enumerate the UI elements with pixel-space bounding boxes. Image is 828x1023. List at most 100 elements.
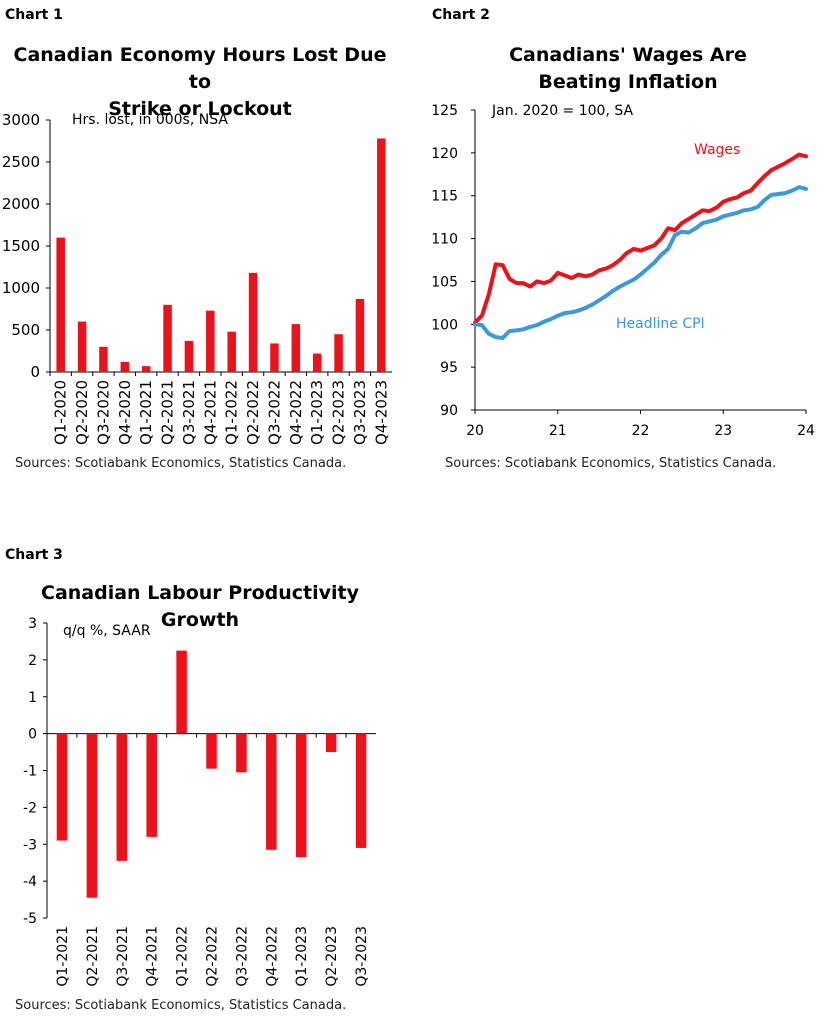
chart1-source: Sources: Scotiabank Economics, Statistic…: [15, 456, 347, 471]
chart3-y-tick-label: -2: [23, 800, 37, 816]
chart1-label: Chart 1: [5, 7, 63, 23]
chart3-x-tick-label: Q2-2021: [85, 926, 101, 987]
chart3-x-tick-label: Q3-2023: [354, 926, 370, 987]
chart3-y-tick-label: 1: [28, 690, 37, 706]
chart1-x-tick-label: Q2-2020: [73, 380, 91, 445]
chart2-y-tick-label: 90: [440, 403, 458, 419]
chart1-bar: [270, 343, 279, 372]
chart3-x-tick-label: Q2-2023: [324, 926, 340, 987]
chart1-bar: [248, 272, 258, 372]
chart2-line-wages: [473, 152, 808, 325]
chart2-line-cpi: [473, 185, 808, 340]
chart2-title-line2: Beating Inflation: [538, 71, 718, 93]
chart1-bar: [184, 340, 194, 372]
chart1-bar: [377, 138, 386, 372]
chart2-y-tick-label: 125: [431, 103, 458, 119]
chart1-bar: [77, 321, 87, 372]
chart3-x-tick-label: Q4-2021: [145, 926, 161, 987]
chart1-bar: [56, 237, 65, 372]
chart3-bar: [116, 733, 128, 861]
chart3-y-tick-label: 2: [28, 653, 37, 669]
chart1-x-tick-label: Q4-2023: [372, 380, 390, 445]
chart2-annotation: Jan. 2020 = 100, SA: [491, 103, 634, 119]
chart1-x-tick-label: Q2-2022: [244, 380, 262, 445]
chart3-bar: [266, 733, 277, 850]
chart2-y-tick-label: 95: [440, 360, 458, 376]
chart1-x-tick-label: Q4-2020: [116, 380, 134, 445]
chart1-x-tick-label: Q1-2022: [223, 380, 241, 445]
chart3-bar: [295, 733, 307, 858]
chart1-x-tick-label: Q2-2023: [330, 380, 348, 445]
chart1-annotation: Hrs. lost, in 000s, NSA: [72, 112, 228, 128]
chart1-y-tick-label: 500: [11, 321, 40, 339]
chart1-x-tick-label: Q3-2020: [94, 380, 112, 445]
chart2-series-label-cpi: Headline CPI: [616, 316, 705, 332]
chart3-y-tick-label: -3: [23, 837, 37, 853]
chart3-y-tick-label: -1: [23, 764, 37, 780]
chart3-bar: [56, 733, 68, 841]
chart1-x-tick-label: Q4-2021: [201, 380, 219, 445]
chart1-bar: [141, 366, 151, 372]
chart3-title-line1: Canadian Labour Productivity Growth: [41, 582, 359, 631]
chart2-x-tick-label: 21: [549, 423, 567, 439]
chart1-y-tick-label: 1000: [2, 279, 40, 297]
chart3-y-tick-label: 3: [28, 616, 37, 632]
chart1-bar: [99, 346, 108, 372]
chart2-label: Chart 2: [432, 7, 490, 23]
chart1-x-tick-label: Q1-2023: [308, 380, 326, 445]
chart2-title: Canadians' Wages Are Beating Inflation: [428, 42, 828, 96]
chart1-bar: [355, 298, 365, 372]
chart2-y-tick-label: 115: [431, 189, 458, 205]
chart1-title-line2: Strike or Lockout: [108, 98, 292, 120]
chart1-y-tick-label: 2000: [2, 195, 40, 213]
chart3-source: Sources: Scotiabank Economics, Statistic…: [15, 998, 347, 1013]
chart3-y-tick-label: 0: [28, 727, 37, 743]
chart2-x-tick-label: 24: [797, 423, 815, 439]
chart3-x-tick-label: Q2-2022: [205, 926, 221, 987]
chart2-series-label-wages: Wages: [694, 142, 740, 158]
chart3-bar: [146, 733, 157, 837]
chart2-x-tick-label: 22: [632, 423, 650, 439]
chart2-y-tick-label: 105: [431, 274, 458, 290]
chart3-label: Chart 3: [5, 547, 63, 563]
chart1-x-tick-label: Q2-2021: [159, 380, 177, 445]
chart1-bar: [334, 334, 343, 372]
chart1-x-tick-label: Q1-2020: [52, 380, 70, 445]
chart1-x-tick-label: Q3-2023: [351, 380, 369, 445]
chart3-bar: [236, 733, 247, 773]
chart3-y-tick-label: -5: [23, 911, 37, 927]
chart3-bar: [176, 650, 187, 734]
chart1-title-line1: Canadian Economy Hours Lost Due to: [13, 44, 387, 93]
chart2-x-tick-label: 23: [714, 423, 732, 439]
chart1-y-tick-label: 2500: [2, 153, 40, 171]
chart3-x-tick-label: Q1-2023: [294, 926, 310, 987]
chart1-bar: [227, 331, 236, 372]
chart3-annotation: q/q %, SAAR: [63, 623, 151, 639]
chart3-bar: [325, 733, 337, 753]
chart3-bar: [86, 733, 98, 898]
chart2-x-tick-label: 20: [466, 423, 484, 439]
chart3-x-tick-label: Q3-2021: [115, 926, 131, 987]
chart3-title: Canadian Labour Productivity Growth: [0, 580, 400, 634]
chart1-bar: [206, 310, 215, 372]
chart1-x-tick-label: Q3-2021: [180, 380, 198, 445]
chart3-x-tick-label: Q3-2022: [234, 926, 250, 987]
chart3-bar: [206, 733, 217, 769]
chart3-x-tick-label: Q1-2021: [55, 926, 71, 987]
chart1-y-tick-label: 0: [30, 363, 40, 381]
chart2-source: Sources: Scotiabank Economics, Statistic…: [445, 456, 777, 471]
chart1-bar: [312, 353, 322, 372]
chart2-y-tick-label: 120: [431, 146, 458, 162]
chart1-y-tick-label: 1500: [2, 237, 40, 255]
chart3-y-tick-label: -4: [23, 874, 37, 890]
chart3-x-tick-label: Q1-2022: [175, 926, 191, 987]
chart1-x-tick-label: Q1-2021: [137, 380, 155, 445]
chart2-title-line1: Canadians' Wages Are: [509, 44, 747, 66]
chart1-x-tick-label: Q4-2022: [287, 380, 305, 445]
chart1-y-tick-label: 3000: [2, 111, 40, 129]
chart2-y-tick-label: 100: [431, 317, 458, 333]
chart1-title: Canadian Economy Hours Lost Due to Strik…: [0, 42, 400, 123]
